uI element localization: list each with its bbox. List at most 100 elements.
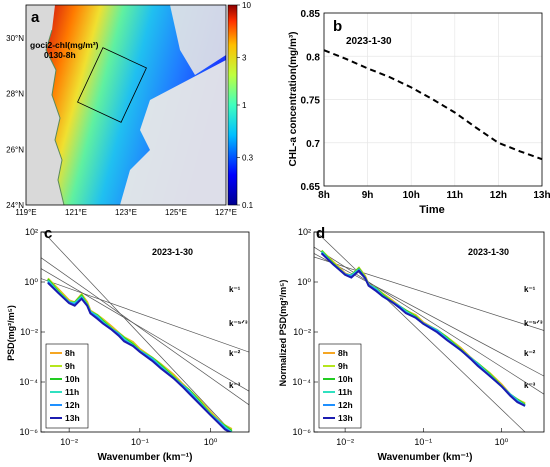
colorbar-tick-label: 0.3 [242, 153, 254, 162]
panel-c: 10⁻² 10⁻¹ 10⁰ 10⁻⁶ 10⁻⁴ 10⁻² 10⁰ 10² k⁻¹ k⁻⁵ᐟ³ k⁻²… [6, 225, 250, 463]
plot-d-legend-label: 8h [338, 348, 348, 358]
plot-c-legend-box [45, 343, 89, 429]
plot-c-ytick-label: 10⁻⁴ [19, 377, 38, 387]
plot-c-legend-label: 12h [65, 400, 80, 410]
map-study-box [77, 47, 147, 123]
plot-c-ytick-label: 10⁻² [20, 327, 38, 337]
plot-b-xtick-label: 12h [490, 190, 507, 201]
plot-b-frame [323, 12, 543, 187]
colorbar [227, 4, 238, 206]
plot-b-ytick-label: 0.65 [301, 182, 321, 193]
plot-c-xtick-label: 10⁻¹ [131, 437, 149, 447]
plot-c-ytick-label: 10⁰ [24, 277, 38, 287]
plot-c: 10⁻² 10⁻¹ 10⁰ 10⁻⁶ 10⁻⁴ 10⁻² 10⁰ 10² k⁻¹ k⁻⁵ᐟ³ k⁻²… [19, 227, 250, 447]
plot-b-xtick-label: 11h [446, 190, 463, 201]
plot-c-ref-label: k⁻³ [229, 381, 241, 390]
plot-c-ref-line [42, 232, 233, 432]
colorbar-tick-label: 3 [242, 53, 247, 62]
colorbar-tick-label: 10 [242, 1, 251, 10]
plot-d-legend-label: 9h [338, 361, 348, 371]
panel-d: 10⁻² 10⁻¹ 10⁰ 10⁻⁶ 10⁻⁴ 10⁻² 10⁰ 10² k⁻¹ k⁻⁵ᐟ³ k⁻²… [278, 225, 545, 463]
plot-d-ref-line [314, 256, 544, 331]
plot-b-ytick-label: 0.85 [301, 9, 321, 20]
plot-c-ytick-label: 10⁻⁶ [20, 427, 39, 437]
plot-b-ylabel: CHL-a concentration(mg/m³) [288, 32, 299, 167]
plot-d-ref-label: k⁻³ [524, 381, 536, 390]
map-lat-tick-label: 24°N [6, 201, 24, 210]
panel-tag-a: a [31, 9, 40, 26]
plot-b-xtick-label: 9h [362, 190, 374, 201]
map-lat-ticks: 30°N 28°N 26°N 24°N [6, 34, 24, 210]
map-lat-tick-label: 28°N [6, 90, 24, 99]
plot-c-legend-label: 11h [65, 387, 79, 397]
map-lon-tick-label: 123°E [115, 208, 137, 217]
map-product-label: goci2-chl(mg/m³) [30, 40, 99, 50]
map-lon-tick-label: 121°E [65, 208, 87, 217]
map-cloud-mask-north [170, 5, 226, 75]
plot-d-ref-label: k⁻⁵ᐟ³ [524, 319, 543, 328]
plot-d-legend-label: 10h [338, 374, 353, 384]
plot-b-xlabel: Time [419, 204, 444, 216]
plot-c-legend-label: 8h [65, 348, 75, 358]
map-lon-ticks: 119°E 121°E 123°E 125°E 127°E [15, 208, 237, 217]
plot-c-xtick-label: 10⁰ [204, 437, 218, 447]
plot-c-legend-label: 10h [65, 374, 80, 384]
map-area [26, 5, 226, 205]
plot-b-ytick-label: 0.7 [306, 139, 320, 150]
panel-tag-d: d [316, 225, 325, 242]
plot-b-ytick-label: 0.75 [301, 96, 321, 107]
colorbar-tick-label: 1 [242, 101, 247, 110]
plot-d-legend-label: 13h [338, 413, 353, 423]
map-lon-tick-label: 127°E [215, 208, 237, 217]
plot-d-ytick-label: 10⁻² [293, 327, 311, 337]
plot-d-ref-label: k⁻² [524, 349, 536, 358]
plot-d-ytick-label: 10² [298, 227, 311, 237]
plot-d-ref-line [314, 246, 544, 395]
panel-b: 8h 9h 10h 11h 12h 13h 0.65 0.7 0.75 0.8 0.85 b 202… [288, 9, 550, 216]
plot-d-ytick-label: 10⁰ [297, 277, 311, 287]
plot-b-xtick-label: 10h [403, 190, 420, 201]
plot-c-legend-label: 13h [65, 413, 80, 423]
plot-d-legend-label: 11h [338, 387, 352, 397]
plot-d: 10⁻² 10⁻¹ 10⁰ 10⁻⁶ 10⁻⁴ 10⁻² 10⁰ 10² k⁻¹ k⁻⁵ᐟ³ k⁻²… [292, 227, 545, 447]
plot-c-ytick-label: 10² [25, 227, 38, 237]
map-lon-tick-label: 125°E [165, 208, 187, 217]
plot-b-xtick-label: 13h [533, 190, 550, 201]
plot-d-xtick-label: 10⁰ [495, 437, 509, 447]
plot-d-xtick-label: 10⁻¹ [414, 437, 432, 447]
map-lat-tick-label: 26°N [6, 145, 24, 154]
plot-b-date: 2023-1-30 [346, 36, 392, 47]
plot-c-plot-area [41, 232, 249, 432]
plot-c-legend-label: 9h [65, 361, 75, 371]
plot-d-series-line [320, 252, 526, 407]
plot-c-xlabel: Wavenumber (km⁻¹) [98, 452, 193, 463]
plot-c-ref-line [41, 268, 249, 392]
plot-d-ref-label: k⁻¹ [524, 285, 536, 294]
plot-d-legend-box [318, 343, 362, 429]
map-frame [25, 4, 227, 206]
plot-d-legend-label: 12h [338, 400, 353, 410]
plot-d-ref-line [316, 232, 526, 432]
plot-c-ylabel: PSD(mg²/m⁵) [6, 305, 16, 361]
plot-d-date: 2023-1-30 [468, 247, 509, 257]
map-cloud-mask [120, 60, 226, 205]
plot-d-plot-area [314, 232, 544, 432]
map-lon-tick-label: 119°E [15, 208, 36, 217]
plot-b-ticks: 8h 9h 10h 11h 12h 13h 0.65 0.7 0.75 0.8 0.85 [301, 9, 550, 201]
map-time-label: 0130-8h [44, 50, 76, 60]
colorbar-ticks: 10 3 1 0.3 0.1 [237, 1, 254, 210]
plot-c-xtick-label: 10⁻² [60, 437, 78, 447]
panel-a: a goci2-chl(mg/m³) 0130-8h 119°E 121°E 123… [6, 1, 254, 217]
panel-tag-b: b [333, 18, 342, 35]
plot-c-series-line [47, 282, 232, 432]
map-lat-tick-label: 30°N [6, 34, 24, 43]
plot-d-ytick-label: 10⁻⁴ [292, 377, 311, 387]
panel-tag-c: c [44, 225, 52, 242]
plot-d-xtick-label: 10⁻² [336, 437, 354, 447]
plot-c-ref-line [41, 278, 249, 353]
plot-b-ytick-label: 0.8 [306, 52, 320, 63]
map-coastline [45, 29, 65, 205]
colorbar-tick-label: 0.1 [242, 201, 254, 210]
plot-c-ref-label: k⁻¹ [229, 285, 241, 294]
